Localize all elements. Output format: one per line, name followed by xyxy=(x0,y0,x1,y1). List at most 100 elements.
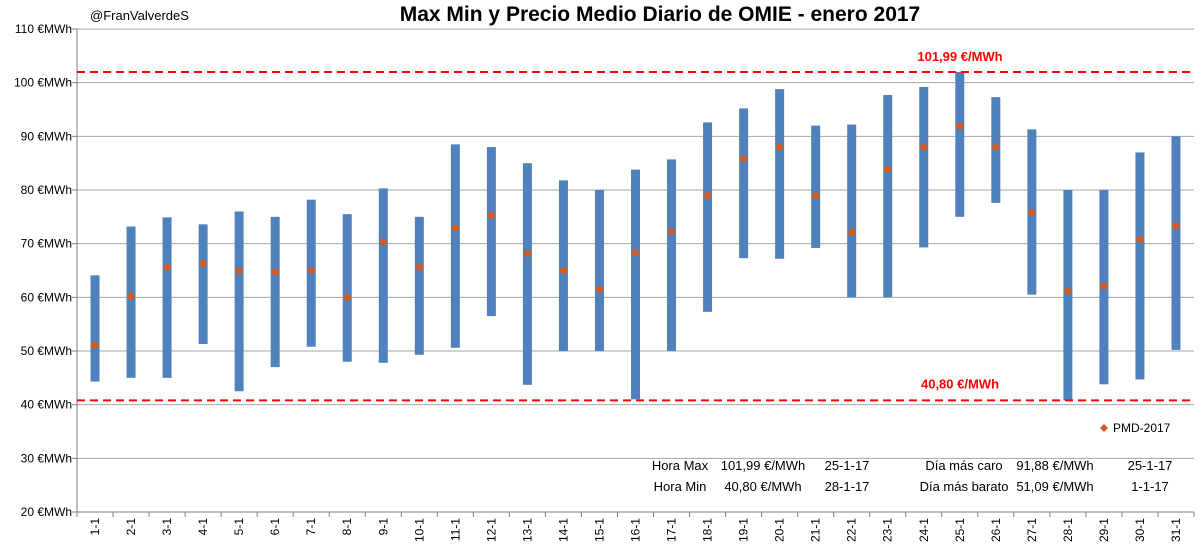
pmd-marker xyxy=(883,164,893,174)
range-bar xyxy=(378,188,388,363)
pmd-marker xyxy=(234,266,244,276)
x-tick-label: 2-1 xyxy=(124,518,138,536)
range-bar xyxy=(594,190,604,351)
range-bar xyxy=(1135,152,1145,380)
pmd-marker xyxy=(1063,286,1073,296)
x-tick-label: 19-1 xyxy=(737,518,751,542)
stat-cell: 51,09 €/MWh xyxy=(1016,479,1093,494)
range-bar xyxy=(522,163,532,385)
pmd-marker xyxy=(667,226,677,236)
legend-marker xyxy=(1100,424,1108,432)
pmd-marker xyxy=(486,210,496,220)
chart-title: Max Min y Precio Medio Diario de OMIE - … xyxy=(400,3,920,26)
pmd-marker xyxy=(919,142,929,152)
author-handle: @FranValverdeS xyxy=(90,8,189,23)
pmd-marker xyxy=(955,121,965,131)
stat-cell: 101,99 €/MWh xyxy=(721,458,806,473)
x-tick-label: 24-1 xyxy=(917,518,931,542)
x-tick-label: 7-1 xyxy=(304,518,318,536)
pmd-marker xyxy=(775,142,785,152)
x-tick-label: 18-1 xyxy=(701,518,715,542)
range-bar xyxy=(847,124,857,298)
pmd-marker xyxy=(703,190,713,200)
pmd-marker xyxy=(198,259,208,269)
x-tick-label: 12-1 xyxy=(484,518,498,542)
range-bar xyxy=(90,275,100,382)
range-bar xyxy=(739,108,749,259)
range-bar xyxy=(883,95,893,298)
x-tick-label: 31-1 xyxy=(1169,518,1183,542)
pmd-marker xyxy=(450,223,460,233)
pmd-marker xyxy=(1027,208,1037,218)
y-tick-label: 40 €MWh xyxy=(21,398,72,412)
x-tick-label: 26-1 xyxy=(989,518,1003,542)
pmd-marker xyxy=(414,262,424,272)
y-tick-label: 50 €MWh xyxy=(21,344,72,358)
range-bar xyxy=(558,180,568,351)
range-bar xyxy=(126,226,136,378)
y-tick-label: 20 €MWh xyxy=(21,505,72,519)
pmd-markers xyxy=(90,121,1181,350)
range-bar xyxy=(955,71,965,217)
stat-cell: Hora Max xyxy=(652,458,709,473)
x-tick-label: 17-1 xyxy=(665,518,679,542)
range-bar xyxy=(775,89,785,259)
pmd-marker xyxy=(811,190,821,200)
pmd-marker xyxy=(1099,281,1109,291)
x-tick-label: 21-1 xyxy=(809,518,823,542)
x-tick-label: 14-1 xyxy=(556,518,570,542)
x-tick-label: 25-1 xyxy=(953,518,967,542)
pmd-marker xyxy=(594,284,604,294)
x-tick-label: 13-1 xyxy=(520,518,534,542)
stat-cell: 25-1-17 xyxy=(1128,458,1173,473)
range-bar xyxy=(919,86,929,248)
x-tick-label: 1-1 xyxy=(88,518,102,536)
x-tick-label: 3-1 xyxy=(160,518,174,536)
legend: PMD-2017 xyxy=(1100,421,1171,435)
x-tick-label: 29-1 xyxy=(1097,518,1111,542)
stat-cell: Día más barato xyxy=(920,479,1009,494)
stat-cell: 1-1-17 xyxy=(1131,479,1169,494)
reference-label: 40,80 €/MWh xyxy=(921,376,999,391)
pmd-marker xyxy=(1135,234,1145,244)
y-tick-label: 110 €MWh xyxy=(15,22,72,36)
range-bar xyxy=(234,211,244,392)
y-tick-label: 30 €MWh xyxy=(21,451,72,465)
x-axis-ticks: 1-1 2-1 3-1 4-1 5-1 6-1 7-1 8-1 9-1 10-1 11-1 12-1 1… xyxy=(76,512,1195,542)
x-tick-label: 30-1 xyxy=(1133,518,1147,542)
range-bar xyxy=(631,169,640,400)
x-tick-label: 28-1 xyxy=(1061,518,1075,542)
x-tick-label: 15-1 xyxy=(592,518,606,542)
stat-cell: 25-1-17 xyxy=(825,458,870,473)
pmd-marker xyxy=(270,267,280,277)
range-bar xyxy=(198,224,208,345)
pmd-marker xyxy=(1171,221,1181,231)
stat-cell: 40,80 €/MWh xyxy=(724,479,801,494)
reference-label: 101,99 €/MWh xyxy=(917,49,1002,64)
pmd-marker xyxy=(739,154,749,164)
pmd-marker xyxy=(306,266,316,275)
range-bar xyxy=(162,217,172,378)
stat-cell: Hora Min xyxy=(654,479,707,494)
y-tick-label: 60 €MWh xyxy=(21,290,72,304)
x-tick-label: 4-1 xyxy=(196,518,210,536)
x-tick-label: 22-1 xyxy=(845,518,859,542)
x-tick-label: 16-1 xyxy=(629,518,643,542)
pmd-marker xyxy=(558,266,568,275)
x-tick-label: 11-1 xyxy=(448,518,462,541)
range-bar xyxy=(450,144,460,348)
pmd-marker xyxy=(162,262,172,272)
range-bar xyxy=(342,214,352,362)
range-bar xyxy=(486,147,496,317)
y-tick-label: 100 €MWh xyxy=(14,76,72,90)
range-bar xyxy=(270,216,280,368)
y-tick-label: 90 €MWh xyxy=(21,129,72,143)
stats-annotation: Hora Max 101,99 €/MWh 25-1-17 Día más caro 9… xyxy=(652,458,1173,494)
x-tick-label: 10-1 xyxy=(412,518,426,542)
range-bar xyxy=(414,216,424,355)
y-tick-label: 70 €MWh xyxy=(21,237,72,251)
stat-cell: 28-1-17 xyxy=(825,479,870,494)
range-bar xyxy=(667,159,677,351)
pmd-marker xyxy=(847,227,857,237)
range-bar xyxy=(703,122,713,312)
